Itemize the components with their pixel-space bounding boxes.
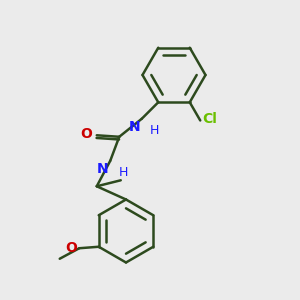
Text: O: O xyxy=(65,241,77,255)
Text: O: O xyxy=(81,127,92,141)
Text: N: N xyxy=(97,162,109,176)
Text: H: H xyxy=(119,166,128,179)
Text: N: N xyxy=(129,120,140,134)
Text: H: H xyxy=(150,124,160,137)
Text: Cl: Cl xyxy=(203,112,218,126)
